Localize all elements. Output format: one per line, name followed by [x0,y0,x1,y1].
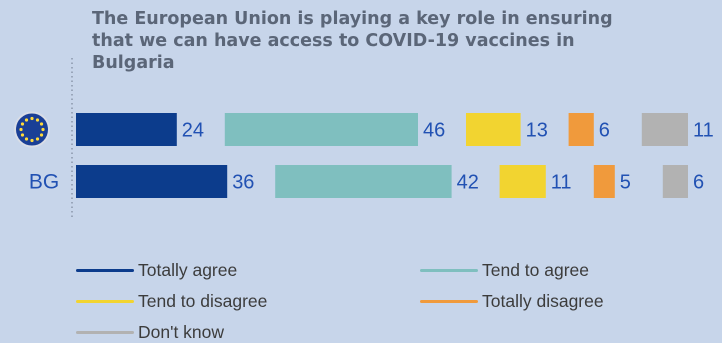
eu-flag-star [35,118,40,122]
data-label: 6 [693,172,704,194]
legend-swatch [420,269,478,272]
bar-tend-to-agree [224,113,418,146]
eu-flag-circle [14,111,50,148]
legend-swatch [76,300,134,303]
bar-totally-agree [76,113,177,146]
legend-label: Don't know [138,322,225,342]
data-label: 11 [551,172,572,194]
eu-flag-star [30,116,34,121]
category-label: BG [29,171,59,194]
data-label: 42 [457,172,479,194]
legend-swatch [76,331,134,334]
chart-title: The European Union is playing a key role… [92,9,613,73]
data-label: 13 [526,120,548,142]
bar-tend-to-disagree [499,165,546,198]
eu-flag-star [19,127,23,132]
eu-flag-star [24,137,29,141]
data-label: 5 [620,172,631,194]
eu-flag-star [39,133,44,137]
data-label: 24 [182,120,204,142]
eu-flag-icon [14,111,50,148]
data-label: 46 [423,120,445,142]
bar-totally-disagree [568,113,594,146]
eu-flag-star [41,127,45,132]
eu-flag-star [20,122,25,126]
data-label: 6 [599,120,610,142]
bar-totally-disagree [593,165,615,198]
bar-totally-agree [76,165,228,198]
legend-label: Totally agree [138,260,238,280]
bar-don-t-know [662,165,688,198]
bar-tend-to-disagree [466,113,521,146]
eu-flag-star [35,137,40,141]
eu-flag-star [24,118,29,122]
legend-swatch [420,300,478,303]
data-label: 36 [232,172,254,194]
data-label: 11 [693,120,714,142]
legend-swatch [76,269,134,272]
bar-don-t-know [641,113,688,146]
eu-flag-star [39,122,44,126]
legend-label: Tend to agree [482,260,590,280]
eu-flag-star [30,138,34,143]
legend-label: Tend to disagree [138,291,268,311]
bar-tend-to-agree [275,165,452,198]
legend-label: Totally disagree [482,291,604,311]
eu-flag-star [20,133,25,137]
